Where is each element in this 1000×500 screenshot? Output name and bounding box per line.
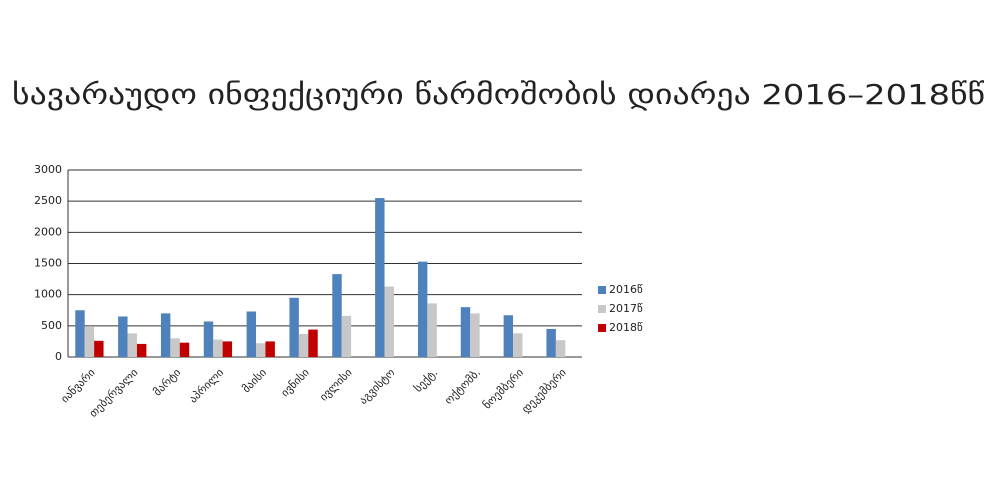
- bar: [289, 297, 299, 357]
- bar: [546, 328, 556, 357]
- chart-title: სავარაუდო ინფექციური წარმოშობის დიარეა 2…: [12, 78, 985, 111]
- bar: [555, 340, 566, 357]
- bar: [265, 341, 275, 357]
- bar: [213, 339, 223, 357]
- bar: [84, 327, 95, 357]
- y-tick-label: 3000: [34, 163, 62, 176]
- bar: [256, 343, 266, 357]
- bar: [341, 315, 352, 357]
- bar: [384, 286, 394, 357]
- bar: [127, 333, 137, 357]
- legend-swatch: [598, 305, 606, 313]
- legend-swatch: [598, 286, 606, 294]
- y-tick-label: 1000: [34, 288, 62, 301]
- bar: [417, 261, 428, 357]
- legend-label: 2018წ: [609, 321, 643, 334]
- y-tick-label: 2000: [34, 225, 62, 238]
- bar: [170, 338, 180, 357]
- bar: [298, 333, 309, 357]
- bar: [160, 313, 171, 357]
- bar: [427, 303, 437, 357]
- bar: [332, 274, 342, 357]
- bar: [470, 313, 480, 357]
- bar: [203, 321, 214, 357]
- y-tick-label: 0: [55, 350, 62, 363]
- y-tick-label: 1500: [34, 257, 62, 270]
- bar: [308, 329, 318, 357]
- bar: [513, 333, 523, 357]
- bar: [503, 315, 514, 357]
- bar: [460, 307, 471, 357]
- legend-swatch: [598, 324, 606, 332]
- bar: [179, 342, 190, 357]
- y-tick-label: 2500: [34, 194, 62, 207]
- bar: [222, 341, 233, 357]
- legend-label: 2016წ: [609, 283, 643, 296]
- bar: [75, 310, 85, 357]
- y-tick-label: 500: [41, 319, 62, 332]
- legend-label: 2017წ: [609, 302, 643, 315]
- bar: [136, 343, 147, 357]
- bar: [118, 316, 128, 357]
- bar: [246, 311, 257, 357]
- bar: [375, 198, 385, 357]
- bar: [94, 340, 104, 357]
